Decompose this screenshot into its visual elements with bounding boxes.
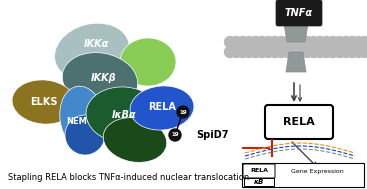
- Circle shape: [250, 36, 261, 47]
- Circle shape: [308, 36, 319, 47]
- Circle shape: [263, 46, 274, 57]
- Text: Gene Expression: Gene Expression: [291, 169, 344, 174]
- Ellipse shape: [65, 115, 105, 155]
- Circle shape: [360, 46, 367, 57]
- Circle shape: [327, 36, 338, 47]
- Text: TNFα: TNFα: [285, 8, 313, 18]
- Circle shape: [231, 36, 242, 47]
- Ellipse shape: [86, 87, 162, 143]
- Text: 19: 19: [179, 109, 187, 115]
- Circle shape: [321, 46, 332, 57]
- Circle shape: [263, 36, 274, 47]
- Text: 19: 19: [171, 132, 179, 138]
- Circle shape: [225, 36, 236, 47]
- Ellipse shape: [130, 86, 194, 130]
- Circle shape: [302, 36, 313, 47]
- Circle shape: [340, 36, 351, 47]
- Circle shape: [347, 36, 358, 47]
- Polygon shape: [286, 52, 306, 72]
- Circle shape: [315, 36, 326, 47]
- Text: RELA: RELA: [250, 169, 268, 174]
- Text: NEMO: NEMO: [66, 118, 94, 126]
- FancyBboxPatch shape: [265, 105, 333, 139]
- Circle shape: [257, 46, 268, 57]
- Circle shape: [237, 36, 248, 47]
- Bar: [242, 163, 364, 187]
- Ellipse shape: [12, 80, 76, 124]
- Text: IKKβ: IKKβ: [91, 73, 117, 83]
- Text: RELA: RELA: [148, 102, 176, 112]
- Circle shape: [244, 36, 255, 47]
- Circle shape: [269, 46, 280, 57]
- Circle shape: [302, 46, 313, 57]
- Circle shape: [347, 46, 358, 57]
- Ellipse shape: [62, 53, 138, 107]
- Text: IκBα: IκBα: [112, 110, 136, 120]
- Circle shape: [276, 36, 287, 47]
- Circle shape: [321, 36, 332, 47]
- Circle shape: [334, 36, 345, 47]
- Circle shape: [353, 46, 364, 57]
- Circle shape: [295, 46, 306, 57]
- Circle shape: [289, 46, 300, 57]
- Circle shape: [289, 36, 300, 47]
- Circle shape: [177, 106, 189, 118]
- Text: IKKα: IKKα: [83, 39, 109, 49]
- Circle shape: [353, 36, 364, 47]
- FancyBboxPatch shape: [276, 0, 322, 26]
- Ellipse shape: [60, 86, 104, 150]
- Circle shape: [237, 46, 248, 57]
- Polygon shape: [282, 12, 310, 42]
- Circle shape: [282, 36, 293, 47]
- Bar: [244, 178, 274, 186]
- FancyBboxPatch shape: [243, 164, 275, 178]
- Ellipse shape: [120, 38, 176, 86]
- Circle shape: [244, 46, 255, 57]
- Text: Stapling RELA blocks TNFα-induced nuclear translocation: Stapling RELA blocks TNFα-induced nuclea…: [8, 173, 249, 182]
- Circle shape: [295, 36, 306, 47]
- Circle shape: [360, 36, 367, 47]
- Circle shape: [315, 46, 326, 57]
- Circle shape: [225, 46, 236, 57]
- Ellipse shape: [103, 118, 167, 162]
- Circle shape: [231, 46, 242, 57]
- Circle shape: [334, 46, 345, 57]
- Circle shape: [276, 46, 287, 57]
- Circle shape: [308, 46, 319, 57]
- Circle shape: [257, 36, 268, 47]
- Circle shape: [169, 129, 181, 141]
- Circle shape: [269, 36, 280, 47]
- Text: SpiD7: SpiD7: [196, 130, 229, 140]
- Circle shape: [327, 46, 338, 57]
- Text: ELKS: ELKS: [30, 97, 58, 107]
- Circle shape: [282, 46, 293, 57]
- Ellipse shape: [55, 23, 130, 81]
- Circle shape: [250, 46, 261, 57]
- Text: κB: κB: [254, 179, 264, 185]
- Circle shape: [340, 46, 351, 57]
- Text: RELA: RELA: [283, 117, 315, 127]
